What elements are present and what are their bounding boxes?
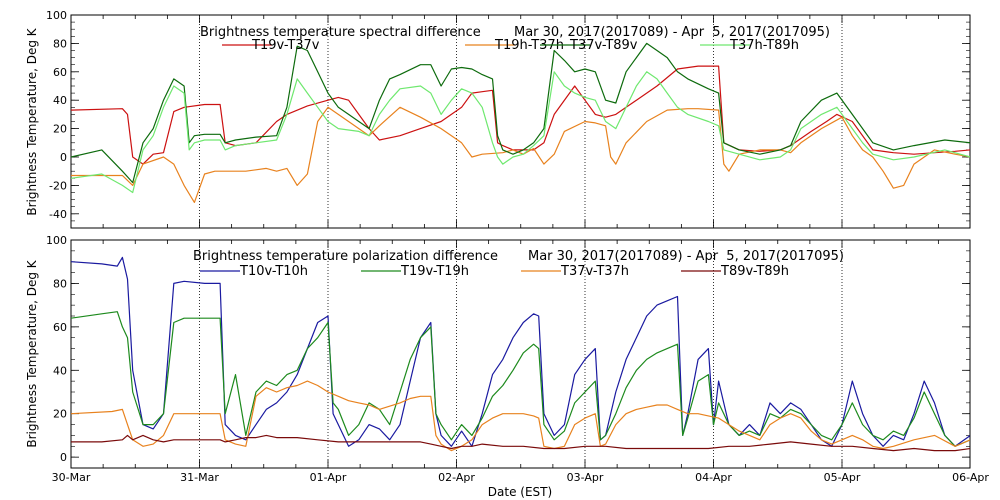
series-line-T19v-T19h — [71, 311, 970, 447]
top-y-tick-label: -40 — [49, 208, 67, 221]
top-y-tick-label: 20 — [53, 123, 67, 136]
bot-y-tick-label: 40 — [53, 364, 67, 377]
spectral-difference-panel: -40 -20 0 20 40 60 80 100 Brightness temperatur… — [25, 9, 971, 229]
bot-y-tick-label: 0 — [60, 451, 67, 464]
series-line-T89v-T89h — [71, 434, 970, 452]
top-y-tick-label: 40 — [53, 94, 67, 107]
bottom-ylabel: Brightness Temperature, Deg K — [25, 259, 39, 447]
series-line-T19h-T37h — [71, 106, 970, 203]
bot-y-tick-label: 20 — [53, 408, 67, 421]
x-tick-label-06-Apr: 06-Apr — [952, 471, 989, 484]
bottom-title: Brightness temperature polarization diff… — [193, 249, 498, 264]
top-y-tick-label: -20 — [49, 179, 67, 192]
top-ylabel: Brightness Temperature, Deg K — [25, 27, 39, 215]
x-tick-label-30-Mar: 30-Mar — [52, 471, 91, 484]
top-y-tick-label: 100 — [46, 9, 67, 22]
top-y-tick-label: 80 — [53, 37, 67, 50]
bot-y-tick-label: 100 — [46, 234, 67, 247]
top-date-range: Mar 30, 2017(2017089) - Apr 5, 2017(2017… — [514, 25, 830, 40]
series-line-T37v-T37h — [71, 380, 970, 452]
bottom-date-range: Mar 30, 2017(2017089) - Apr 5, 2017(2017… — [528, 249, 844, 264]
legend-label-T89v-T89h: T89v-T89h — [720, 264, 789, 279]
series-line-T10v-T10h — [71, 256, 970, 447]
series-line-T37v-T89v — [71, 42, 970, 184]
x-tick-label-01-Apr: 01-Apr — [310, 471, 347, 484]
legend-label-T19h-T37h: T19h-T37h — [494, 38, 564, 53]
legend-label-T37v-T37h: T37v-T37h — [560, 264, 629, 279]
top-y-tick-label: 60 — [53, 66, 67, 79]
x-tick-label-31-Mar: 31-Mar — [180, 471, 219, 484]
legend-label-T19v-T37v: T19v-T37v — [251, 38, 320, 53]
series-line-T37h-T89h — [71, 71, 970, 194]
legend-label-T10v-T10h: T10v-T10h — [239, 264, 308, 279]
bottom-xlabel: Date (EST) — [488, 485, 552, 499]
x-tick-label-03-Apr: 03-Apr — [567, 471, 604, 484]
bot-y-tick-label: 60 — [53, 321, 67, 334]
legend-label-T37h-T89h: T37h-T89h — [729, 38, 799, 53]
top-y-tick-label: 0 — [60, 151, 67, 164]
polarization-difference-panel: 0 20 40 60 80 100 30-Mar 31-Mar 01-Apr 02-Apr 03-… — [25, 234, 989, 499]
legend-label-T19v-T19h: T19v-T19h — [400, 264, 469, 279]
x-tick-label-04-Apr: 04-Apr — [695, 471, 732, 484]
x-tick-label-05-Apr: 05-Apr — [824, 471, 861, 484]
top-title: Brightness temperature spectral differen… — [200, 25, 481, 40]
bot-y-tick-label: 80 — [53, 277, 67, 290]
x-tick-label-02-Apr: 02-Apr — [438, 471, 475, 484]
series-line-T19v-T37v — [71, 65, 970, 165]
legend-label-T37v-T89v: T37v-T89v — [569, 38, 638, 53]
